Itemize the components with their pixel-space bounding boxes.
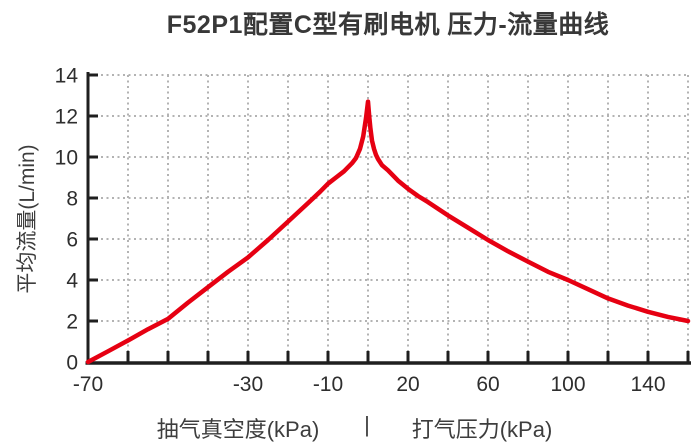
x-tick-label: 100 — [550, 373, 585, 396]
x-axis-title-vacuum: 抽气真空度(kPa) — [156, 417, 320, 442]
x-tick-label: -10 — [313, 373, 343, 396]
y-tick-label: 4 — [66, 270, 78, 293]
y-tick-label: 10 — [55, 147, 78, 170]
x-tick-label: -30 — [233, 373, 263, 396]
x-tick-label: -70 — [73, 373, 103, 396]
y-tick-label: 2 — [66, 311, 78, 334]
chart-title: F52P1配置C型有刷电机 压力-流量曲线 — [166, 11, 610, 39]
x-axis-title-pressure: 打气压力(kPa) — [411, 417, 553, 442]
x-axis-title-separator: | — [364, 412, 370, 437]
y-tick-label: 14 — [55, 65, 79, 88]
y-tick-label: 8 — [66, 188, 78, 211]
x-tick-label: 60 — [476, 373, 499, 396]
flow-curve — [85, 99, 691, 365]
x-tick-label: 20 — [396, 373, 419, 396]
y-tick-label: 6 — [66, 229, 78, 252]
y-tick-label: 12 — [55, 106, 78, 129]
x-tick-label: 140 — [630, 373, 665, 396]
y-tick-label: 0 — [66, 352, 78, 375]
